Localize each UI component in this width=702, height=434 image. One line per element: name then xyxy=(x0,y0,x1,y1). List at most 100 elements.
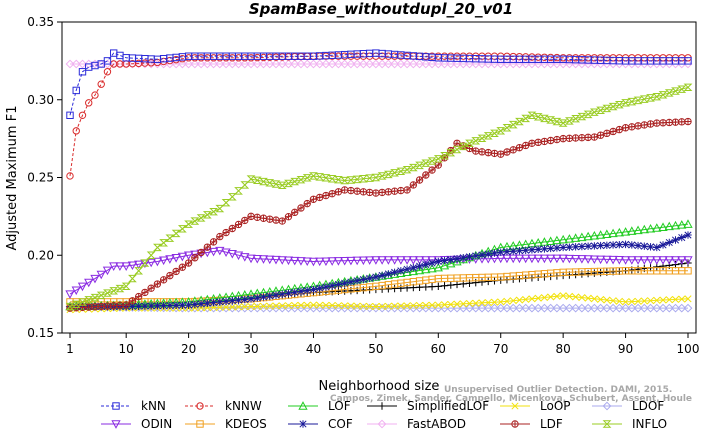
point-ldof xyxy=(671,303,680,313)
point-odin xyxy=(602,255,612,265)
point-inflo xyxy=(477,134,487,143)
point-inflo xyxy=(465,139,474,147)
point-cof xyxy=(247,295,255,303)
point-cof xyxy=(578,242,586,251)
point-lof xyxy=(408,266,418,276)
point-simplifiedlof xyxy=(584,269,592,278)
point-loop xyxy=(572,293,580,301)
point-loop xyxy=(359,302,367,310)
point-cof xyxy=(403,265,411,273)
point-odin xyxy=(296,257,306,266)
point-lof xyxy=(639,224,649,234)
point-odin xyxy=(677,256,687,265)
point-loop xyxy=(578,293,586,302)
point-inflo xyxy=(240,181,250,189)
point-odin xyxy=(115,262,125,271)
point-fastabod xyxy=(128,59,137,69)
point-inflo xyxy=(627,97,637,106)
point-fastabod xyxy=(240,59,250,69)
point-fastabod xyxy=(390,59,400,69)
point-ldf xyxy=(122,301,130,309)
point-cof xyxy=(515,247,524,255)
point-cof xyxy=(372,273,380,281)
point-ldof xyxy=(558,303,568,313)
point-ldf xyxy=(565,134,574,143)
point-loop xyxy=(497,298,505,306)
point-ldof xyxy=(646,303,655,313)
point-knnw xyxy=(85,99,93,107)
series-inflo xyxy=(65,83,693,311)
point-loop xyxy=(266,302,274,310)
point-ldf xyxy=(615,125,624,134)
y-tick-label: 0.25 xyxy=(27,171,54,185)
point-ldof xyxy=(502,303,512,313)
point-cof xyxy=(434,257,443,266)
point-lof xyxy=(589,230,600,240)
point-ldf xyxy=(528,139,536,147)
point-ldof xyxy=(521,303,531,313)
point-lof xyxy=(552,235,562,245)
point-fastabod xyxy=(608,59,618,69)
point-inflo xyxy=(452,145,462,154)
point-loop xyxy=(653,296,661,304)
point-knn xyxy=(78,68,87,76)
point-inflo xyxy=(664,89,674,97)
point-odin xyxy=(645,256,656,265)
point-fastabod xyxy=(627,59,637,69)
point-fastabod xyxy=(177,59,187,69)
point-cof xyxy=(197,300,205,308)
point-odin xyxy=(102,266,113,276)
point-odin xyxy=(308,257,319,267)
point-loop xyxy=(490,298,499,306)
point-inflo xyxy=(140,259,150,267)
x-tick-label: 1 xyxy=(66,342,74,356)
point-inflo xyxy=(564,117,574,125)
point-fastabod xyxy=(334,59,343,69)
point-ldf xyxy=(166,271,174,280)
point-odin xyxy=(183,251,194,261)
point-fastabod xyxy=(440,59,449,69)
point-ldof xyxy=(683,303,693,313)
point-cof xyxy=(384,270,393,278)
point-loop xyxy=(609,297,617,305)
point-fastabod xyxy=(296,59,306,69)
point-knnw xyxy=(78,111,87,120)
point-ldf xyxy=(203,243,212,251)
point-loop xyxy=(210,303,218,312)
point-inflo xyxy=(677,85,687,93)
point-cof xyxy=(259,293,268,301)
point-ldf xyxy=(172,267,180,276)
point-fastabod xyxy=(271,59,281,69)
point-ldf xyxy=(359,188,368,196)
point-ldf xyxy=(309,195,318,203)
point-odin xyxy=(227,249,237,259)
point-inflo xyxy=(440,152,449,160)
point-ldof xyxy=(664,303,674,313)
series-line-inflo xyxy=(69,86,689,308)
point-cof xyxy=(390,268,399,277)
point-fastabod xyxy=(340,59,350,69)
series-knn xyxy=(66,49,692,119)
point-loop xyxy=(565,292,573,300)
x-tick-label: 30 xyxy=(243,342,258,356)
point-ldf xyxy=(253,213,261,222)
point-ldf xyxy=(197,248,205,257)
point-ldf xyxy=(191,254,199,262)
point-loop xyxy=(540,293,548,302)
point-loop xyxy=(646,297,655,305)
point-ldof xyxy=(608,303,618,313)
point-odin xyxy=(633,256,643,265)
point-simplifiedlof xyxy=(590,269,599,277)
point-fastabod xyxy=(315,59,325,69)
x-tick-label: 10 xyxy=(119,342,134,356)
point-cof xyxy=(134,302,143,310)
legend-item-ldf: LDF xyxy=(500,417,563,431)
point-simplifiedlof xyxy=(347,287,355,295)
point-fastabod xyxy=(252,59,262,69)
point-cof xyxy=(634,241,642,250)
point-inflo xyxy=(402,166,412,174)
point-cof xyxy=(159,301,168,310)
point-ldof xyxy=(271,303,281,313)
point-ldof xyxy=(483,303,493,313)
point-inflo xyxy=(171,229,181,238)
